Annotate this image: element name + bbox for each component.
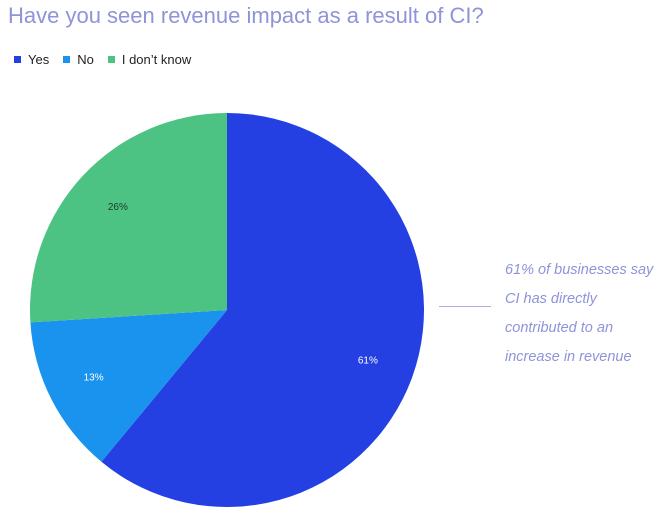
annotation-connector-line	[439, 306, 491, 307]
legend-swatch-no	[63, 56, 71, 63]
legend-item-yes[interactable]: Yes	[14, 52, 49, 67]
pie-slice-no[interactable]	[30, 310, 228, 462]
legend-item-no[interactable]: No	[63, 52, 94, 67]
legend-label-yes: Yes	[28, 52, 50, 67]
legend-label-no: No	[77, 52, 94, 67]
legend-swatch-dont-know	[107, 56, 115, 63]
legend: Yes No I don’t know	[14, 52, 205, 67]
pie-slice-yes[interactable]	[101, 113, 425, 508]
pie-slice-dont-know[interactable]	[29, 113, 227, 323]
slice-label-dont-know: 26%	[108, 202, 128, 213]
legend-swatch-yes	[14, 56, 21, 63]
annotation-text: 61% of businesses say CI has directly co…	[505, 262, 654, 365]
legend-item-dont-know[interactable]: I don’t know	[107, 52, 192, 67]
slice-label-yes: 61%	[358, 355, 378, 366]
slice-label-no: 13%	[84, 373, 104, 384]
chart-title: Have you seen revenue impact as a result…	[8, 3, 484, 28]
legend-label-dont-know: I don’t know	[121, 52, 192, 67]
